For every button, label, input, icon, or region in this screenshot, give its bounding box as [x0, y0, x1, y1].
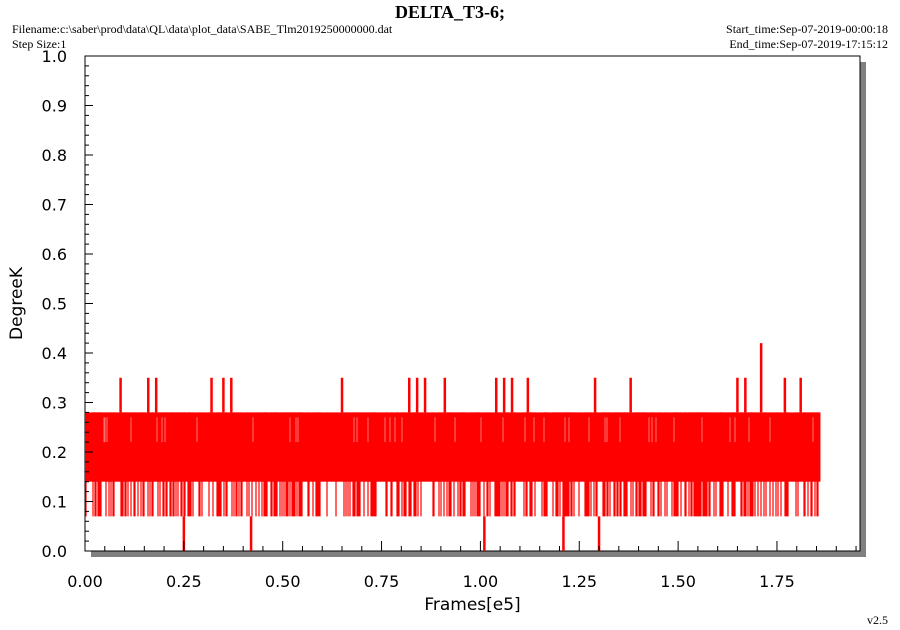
series-noise: [85, 412, 819, 517]
x-tick-label: 1.25: [561, 572, 597, 591]
series-layer: [85, 343, 821, 551]
y-axis-label: DegreeK: [7, 266, 27, 340]
x-tick-label: 0.00: [67, 572, 103, 591]
y-tick-label: 0.0: [42, 542, 67, 561]
y-tick-label: 0.2: [42, 443, 67, 462]
y-tick-label: 1.0: [42, 47, 67, 66]
series-texture: [103, 417, 814, 443]
y-tick-label: 0.3: [42, 394, 67, 413]
y-tick-label: 0.6: [42, 245, 67, 264]
y-tick-label: 0.8: [42, 146, 67, 165]
start-time-label: Start_time:Sep-07-2019-00:00:18: [726, 22, 888, 36]
y-tick-label: 0.5: [42, 295, 67, 314]
step-size-label: Step Size:1: [12, 37, 67, 51]
chart-title: DELTA_T3-6;: [394, 2, 506, 22]
x-tick-label: 1.00: [463, 572, 499, 591]
y-tick-label: 0.1: [42, 493, 67, 512]
y-tick-label: 0.9: [42, 97, 67, 116]
y-tick-label: 0.4: [42, 344, 67, 363]
x-tick-label: 0.50: [265, 572, 301, 591]
x-tick-label: 1.75: [759, 572, 795, 591]
x-tick-label: 1.50: [660, 572, 696, 591]
x-axis-label: Frames[e5]: [424, 595, 520, 615]
x-tick-label: 0.75: [364, 572, 400, 591]
version-label: v2.5: [867, 613, 888, 627]
filename-label: Filename:c:\saber\prod\data\QL\data\plot…: [12, 22, 393, 36]
y-tick-label: 0.7: [42, 196, 67, 215]
x-tick-label: 0.25: [166, 572, 202, 591]
axis-layer: 0.0 0.1 0.2 0.3 0.4 0.5 0.6 0.7 0.8 0.9 1.0 0.00 0.2…: [42, 47, 857, 591]
end-time-label: End_time:Sep-07-2019-17:15:12: [729, 37, 888, 51]
